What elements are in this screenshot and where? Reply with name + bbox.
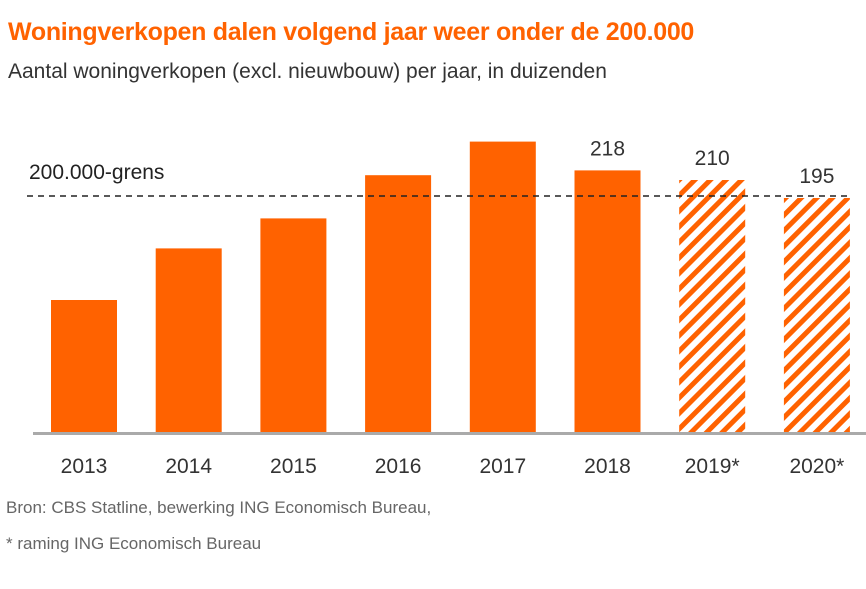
x-tick-label: 2018 (584, 455, 631, 478)
bar-chart: 218 210 195 200.000-grens 2013 2014 2015 2016… (27, 137, 866, 478)
x-tick-label: 2014 (165, 455, 212, 478)
source-note: Bron: CBS Statline, bewerking ING Econom… (6, 498, 432, 517)
bar-2015 (260, 218, 327, 432)
data-label: 195 (799, 165, 834, 188)
bar-2017 (469, 141, 536, 432)
x-tick-label: 2013 (61, 455, 108, 478)
x-tick-label: 2020* (789, 455, 844, 478)
x-tick-label: 2016 (375, 455, 422, 478)
bar-2016 (365, 175, 432, 432)
chart-subtitle: Aantal woningverkopen (excl. nieuwbouw) … (8, 60, 607, 83)
bars-group (51, 141, 850, 432)
bar-2020-forecast (783, 198, 850, 432)
x-tick-label: 2015 (270, 455, 317, 478)
x-tick-label: 2017 (479, 455, 526, 478)
bar-2019-forecast (679, 180, 746, 432)
chart-title: Woningverkopen dalen volgend jaar weer o… (8, 18, 695, 46)
x-axis-ticks: 2013 2014 2015 2016 2017 2018 2019* 2020* (61, 455, 845, 478)
forecast-note: * raming ING Economisch Bureau (6, 534, 262, 553)
x-tick-label: 2019* (685, 455, 740, 478)
bar-2013 (51, 300, 117, 432)
data-label: 218 (590, 137, 625, 160)
bar-2014 (155, 248, 222, 432)
bar-2018 (574, 170, 641, 432)
data-labels-group: 218 210 195 (590, 137, 834, 188)
reference-line-label: 200.000-grens (29, 161, 164, 184)
data-label: 210 (695, 147, 730, 170)
